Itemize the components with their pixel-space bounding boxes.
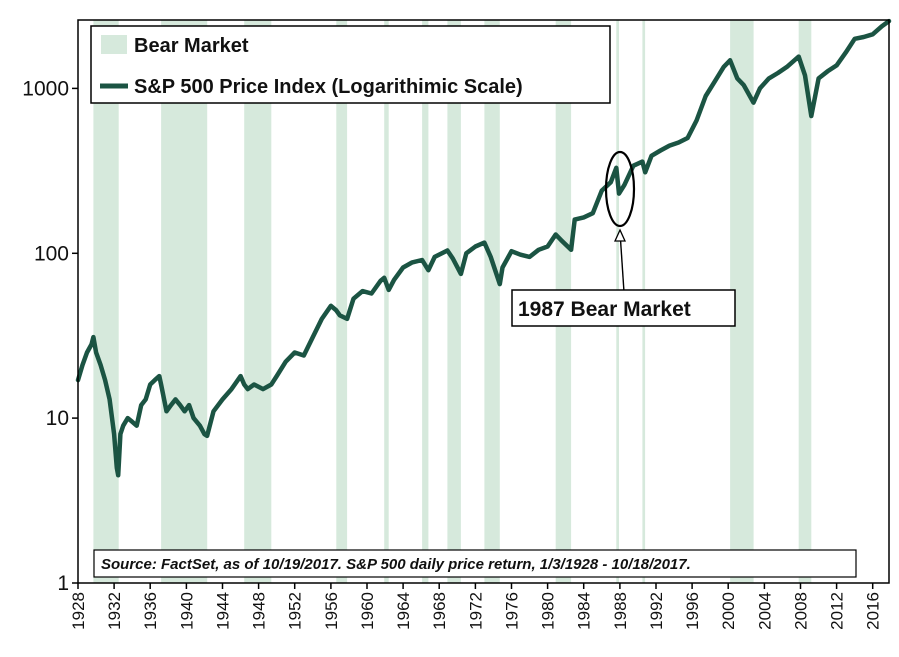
bear-market-band-3 — [244, 20, 272, 583]
callout-arrow — [619, 231, 625, 293]
source-text: Source: FactSet, as of 10/19/2017. S&P 5… — [101, 556, 691, 573]
legend-bear-label: Bear Market — [134, 35, 249, 57]
bear-market-band-5 — [384, 20, 389, 583]
callout-ellipse — [604, 150, 636, 228]
bear-market-band-4 — [336, 20, 348, 583]
bear-market-bands — [93, 20, 812, 583]
legend-bear-swatch — [101, 35, 127, 54]
x-tick-label: 2004 — [755, 592, 774, 630]
plot-frame — [77, 19, 890, 584]
y-tick-label: 100 — [34, 242, 69, 265]
callout-arrowhead — [613, 228, 627, 242]
x-tick-label: 1980 — [539, 592, 558, 630]
legend-sp500-label: S&P 500 Price Index (Logarithimic Scale) — [134, 76, 523, 98]
source-note: Source: FactSet, as of 10/19/2017. S&P 5… — [93, 549, 857, 578]
x-tick-label: 1976 — [503, 592, 522, 630]
x-tick-label: 1964 — [394, 592, 413, 630]
bear-market-band-7 — [447, 20, 461, 583]
price-series — [75, 18, 892, 478]
x-tick-label: 1992 — [647, 592, 666, 630]
callout-box — [511, 289, 736, 327]
legend-box — [90, 25, 611, 104]
bear-market-band-8 — [484, 20, 500, 583]
bear-market-band-2 — [161, 20, 208, 583]
x-tick-label: 1972 — [466, 592, 485, 630]
y-tick-label: 1000 — [22, 77, 69, 100]
x-tick-label: 2012 — [828, 592, 847, 630]
y-tick-label: 1 — [57, 572, 69, 595]
x-tick-label: 1960 — [358, 592, 377, 630]
source-box — [93, 549, 857, 578]
x-tick-label: 1932 — [105, 592, 124, 630]
x-tick-label: 2008 — [792, 592, 811, 630]
y-axis-ticks: 1 10 100 1000 — [22, 77, 78, 595]
x-tick-label: 1928 — [69, 592, 88, 630]
x-axis-ticks: 1928 1932 1936 1940 1944 1948 1952 1956 1960 1964… — [69, 583, 883, 630]
x-tick-label: 1936 — [141, 592, 160, 630]
x-tick-label: 1984 — [575, 592, 594, 630]
callout: 1987 Bear Market — [511, 150, 736, 327]
axes — [77, 19, 890, 584]
x-tick-label: 2000 — [719, 592, 738, 630]
x-tick-label: 1988 — [611, 592, 630, 630]
x-tick-label: 1968 — [430, 592, 449, 630]
sp500-price-line — [75, 18, 892, 478]
bear-market-band-13 — [798, 20, 812, 583]
x-tick-label: 1948 — [250, 592, 269, 630]
x-tick-label: 1956 — [322, 592, 341, 630]
x-tick-label: 1944 — [214, 592, 233, 630]
x-tick-label: 1952 — [286, 592, 305, 630]
x-tick-label: 2016 — [864, 592, 883, 630]
x-tick-label: 1940 — [177, 592, 196, 630]
bear-market-band-6 — [422, 20, 429, 583]
legend: Bear Market S&P 500 Price Index (Logarit… — [90, 25, 611, 104]
callout-label: 1987 Bear Market — [518, 298, 691, 321]
x-tick-label: 1996 — [683, 592, 702, 630]
bear-market-band-12 — [730, 20, 754, 583]
y-tick-label: 10 — [46, 407, 69, 430]
bear-market-band-1 — [93, 20, 119, 583]
